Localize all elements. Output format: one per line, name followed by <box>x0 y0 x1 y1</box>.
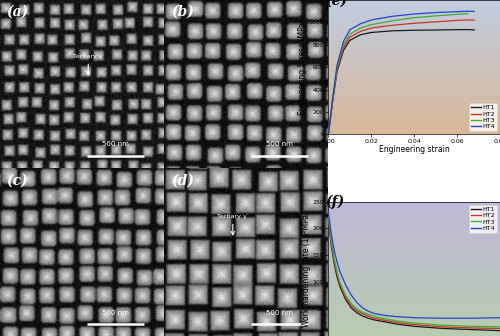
Text: (b): (b) <box>171 5 194 19</box>
Legend: HT1, HT2, HT3, HT4: HT1, HT2, HT3, HT4 <box>469 205 497 233</box>
Text: Tertiary γ′: Tertiary γ′ <box>72 54 104 75</box>
Text: Tertiary γ′: Tertiary γ′ <box>218 214 248 235</box>
Text: (c): (c) <box>6 173 29 187</box>
Text: 500 nm: 500 nm <box>102 141 128 148</box>
Y-axis label: Engineering Stress (MPa): Engineering Stress (MPa) <box>298 19 308 115</box>
Y-axis label: Work-hardening rate (10²MPa): Work-hardening rate (10²MPa) <box>302 211 311 327</box>
Text: (d): (d) <box>171 173 194 187</box>
Text: (a): (a) <box>6 5 29 19</box>
Text: 500 nm: 500 nm <box>266 141 293 148</box>
Text: 500 nm: 500 nm <box>102 310 128 316</box>
Text: 500 nm: 500 nm <box>266 310 293 316</box>
X-axis label: Engineering strain: Engineering strain <box>379 145 450 154</box>
Text: (e): (e) <box>325 0 347 7</box>
Text: (f): (f) <box>325 195 344 209</box>
Legend: HT1, HT2, HT3, HT4: HT1, HT2, HT3, HT4 <box>469 103 497 131</box>
